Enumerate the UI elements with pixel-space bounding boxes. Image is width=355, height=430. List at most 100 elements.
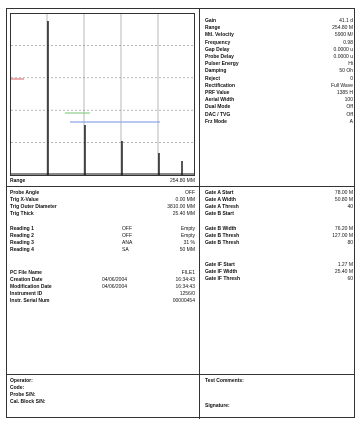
footer-field-label: Cal. Block S/N: [10, 399, 46, 405]
reading-value: Empty [180, 233, 195, 239]
scan-param-value: 0 [350, 75, 353, 82]
file-param-value: 16:34:43 [175, 284, 195, 290]
gate-if-label: Gate IF Thresh [205, 276, 241, 282]
range-label: Range [10, 178, 26, 184]
reading-value: 31 % [183, 240, 195, 246]
reading-value: Empty [180, 226, 195, 232]
gate-if-value: 25.40 M [334, 269, 353, 275]
file-param-label: Instrument ID [10, 291, 43, 297]
scan-param-label: DAC / TVG [205, 111, 231, 118]
scan-param-label: Dual Mode [205, 104, 231, 111]
footer-field-label: Operator: [10, 378, 33, 384]
file-param-label: Modification Date [10, 284, 52, 290]
probe-param-value: 3810.00 MM [167, 204, 195, 210]
gate-b-label: Gate B Thresh [205, 233, 240, 239]
scan-param-value: Hi [348, 61, 353, 68]
scan-param-label: Frz Mode [205, 118, 227, 125]
reading-label: Reading 4 [10, 247, 34, 253]
a-scan-plot [10, 13, 195, 176]
probe-param-label: Trig Outer Diameter [10, 204, 57, 210]
gate-if-label: Gate IF Width [205, 269, 238, 275]
scan-param-label: Aerial Width [205, 97, 235, 104]
footer-field-label: Probe S/N: [10, 392, 36, 398]
scan-param-value: Off [346, 104, 353, 111]
gate-a-value: 50.80 M [334, 197, 353, 203]
scan-param-value: 0.98 [343, 39, 353, 46]
gate-if-label: Gate IF Start [205, 262, 235, 268]
gate-if-value: 1.27 M [337, 262, 353, 268]
scan-param-label: Gain [205, 18, 217, 24]
scan-param-label: Mtl. Velocity [205, 32, 234, 39]
scan-param-value: 0.0000 u [333, 46, 353, 53]
probe-param-label: Trig X-Value [10, 197, 39, 203]
reading-label: Reading 1 [10, 226, 34, 232]
gate-a-label: Gate B Start [205, 211, 234, 217]
gate-b-value: 80 [347, 240, 353, 246]
gate-a-value: 40 [347, 204, 353, 210]
file-param-value: 1256/0 [179, 291, 195, 297]
file-param-label: PC File Name [10, 270, 42, 276]
scan-param-value: 50 Oh [339, 68, 353, 75]
probe-param-value: 25.40 MM [172, 211, 195, 217]
probe-param-value: OFF [185, 190, 195, 196]
file-param-value: FILE1 [181, 270, 195, 276]
file-param-label: Instr. Serial Num [10, 298, 50, 304]
test-comments-label: Test Comments: [205, 378, 244, 384]
reading-value: 50 MM [179, 247, 195, 253]
probe-param-label: Probe Angle [10, 190, 40, 196]
plot-gates [11, 78, 160, 123]
section-divider-1 [7, 186, 354, 187]
scan-param-value: 0.0000 u [333, 54, 353, 60]
scan-param-label: PRF Value [205, 90, 230, 96]
gate-b-value: 76.20 M [334, 226, 353, 232]
probe-param-label: Trig Thick [10, 211, 34, 217]
scan-param-label: Pulser Energy [205, 61, 239, 68]
reading-label: Reading 3 [10, 240, 34, 246]
plot-signal [11, 21, 194, 175]
scan-param-value: 41.1 d [339, 18, 353, 24]
signature-label: Signature: [205, 403, 230, 409]
file-param-label: Creation Date [10, 277, 43, 283]
plot-frame [10, 13, 195, 176]
gate-a-label: Gate A Width [205, 197, 236, 203]
scan-param-value: 5900 M/ [334, 32, 353, 39]
middle-divider [199, 186, 200, 374]
gate-a-label: Gate A Thresh [205, 204, 239, 210]
file-param-date: 04/06/2004 [102, 284, 128, 290]
probe-param-value: 0.00 MM [175, 197, 195, 203]
scan-param-label: Damping [205, 68, 227, 75]
file-param-value: 16:34:43 [175, 277, 195, 283]
scan-param-label: Probe Delay [205, 54, 234, 60]
reading-mode: OFF [122, 233, 132, 239]
reading-mode: ANA [122, 240, 133, 246]
gate-if-value: 60 [347, 276, 353, 282]
file-param-date: 04/06/2004 [102, 277, 128, 283]
gate-a-label: Gate A Start [205, 190, 234, 196]
scan-param-label: Range [205, 25, 221, 32]
gate-b-label: Gate B Thresh [205, 240, 240, 246]
scan-param-value: 100 [344, 97, 353, 104]
scan-param-value: A [349, 118, 353, 125]
scan-param-value: Full Wave [330, 82, 353, 89]
gate-b-label: Gate B Width [205, 226, 237, 232]
gate-a-value: 78.00 M [334, 190, 353, 196]
gate-b-value: 127.00 M [332, 233, 353, 239]
scan-param-label: Gap Delay [205, 46, 230, 53]
scan-param-label: Rectification [205, 82, 236, 89]
scan-param-value: Off [346, 111, 353, 118]
reading-mode: SA [122, 247, 129, 253]
section-divider-2 [7, 374, 354, 375]
scan-param-value: 1385 H [336, 90, 353, 96]
reading-label: Reading 2 [10, 233, 34, 239]
scan-param-value: 254.80 M [332, 25, 353, 32]
plot-divider [199, 9, 200, 186]
plot-grid [11, 14, 194, 175]
scan-param-label: Frequency [205, 39, 231, 46]
footer-divider [199, 374, 200, 419]
range-value: 254.80 MM [169, 178, 195, 184]
reading-mode: OFF [122, 226, 132, 232]
scan-param-label: Reject [205, 75, 221, 82]
footer-field-label: Code: [10, 385, 25, 391]
file-param-value: 00000454 [172, 298, 195, 304]
inspection-report: Range 254.80 MM Gain 41.1 d Range 254.80 M M… [6, 8, 355, 419]
